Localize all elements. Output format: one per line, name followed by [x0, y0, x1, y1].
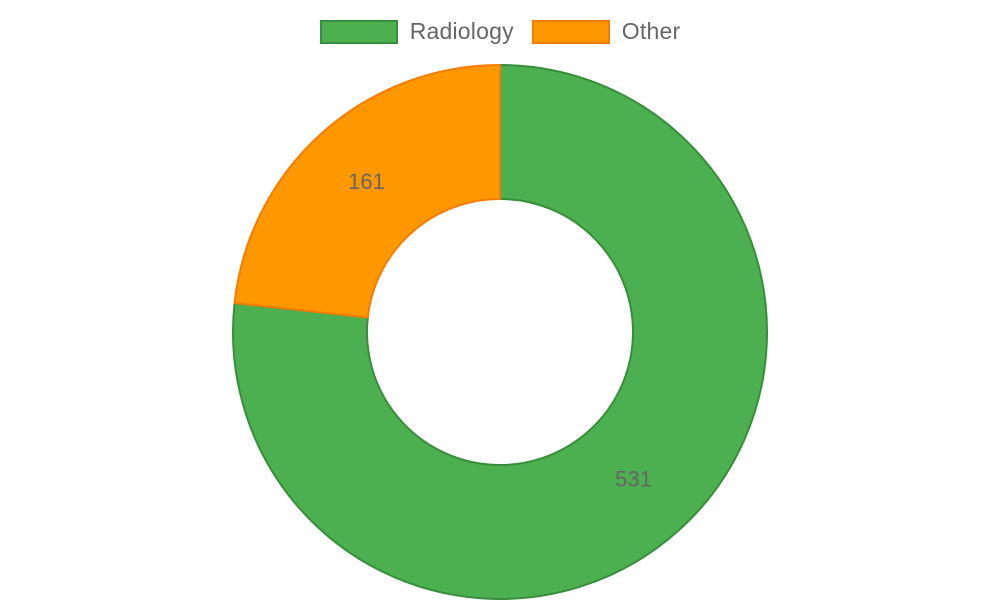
legend-item-other[interactable]: Other: [531, 18, 681, 45]
legend-label-radiology: Radiology: [409, 18, 514, 44]
legend-swatch-radiology: [319, 19, 398, 44]
data-label-other: 161: [348, 169, 385, 194]
chart-legend: Radiology Other: [0, 18, 1000, 45]
data-label-radiology: 531: [615, 467, 652, 492]
donut-slice-other[interactable]: [233, 63, 501, 319]
legend-label-other: Other: [621, 18, 681, 44]
donut-slice-radiology[interactable]: [232, 63, 768, 600]
legend-swatch-other: [531, 19, 610, 44]
legend-item-radiology[interactable]: Radiology: [319, 18, 514, 45]
